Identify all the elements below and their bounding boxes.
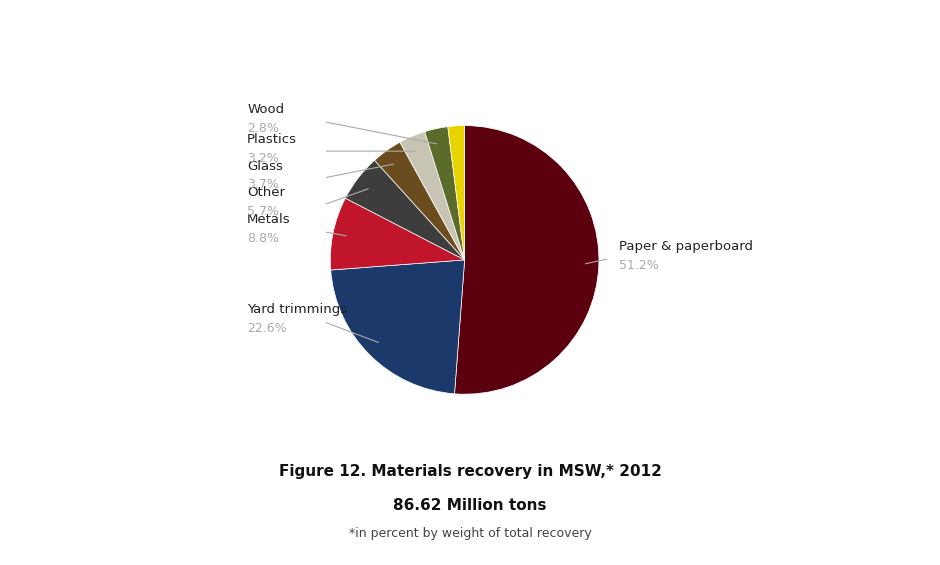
- Wedge shape: [400, 132, 464, 260]
- Text: Yard trimmings: Yard trimmings: [247, 303, 347, 316]
- Text: Metals: Metals: [247, 214, 290, 227]
- Wedge shape: [345, 160, 464, 260]
- Text: 86.62 Million tons: 86.62 Million tons: [393, 498, 547, 513]
- Text: 2.8%: 2.8%: [247, 122, 279, 135]
- Wedge shape: [331, 260, 464, 394]
- Text: 3.7%: 3.7%: [247, 179, 279, 192]
- Text: Wood: Wood: [247, 103, 284, 116]
- Text: Other: Other: [247, 186, 285, 199]
- Text: *in percent by weight of total recovery: *in percent by weight of total recovery: [349, 527, 591, 541]
- Text: 3.2%: 3.2%: [247, 151, 279, 164]
- Text: 5.7%: 5.7%: [247, 205, 279, 218]
- Wedge shape: [374, 142, 464, 260]
- Text: 22.6%: 22.6%: [247, 322, 287, 335]
- Wedge shape: [447, 125, 464, 260]
- Text: 51.2%: 51.2%: [619, 259, 659, 272]
- Wedge shape: [455, 125, 599, 394]
- Wedge shape: [425, 127, 464, 260]
- Wedge shape: [330, 198, 464, 270]
- Text: Figure 12. Materials recovery in MSW,* 2012: Figure 12. Materials recovery in MSW,* 2…: [278, 464, 662, 479]
- Text: Paper & paperboard: Paper & paperboard: [619, 240, 753, 253]
- Text: Plastics: Plastics: [247, 133, 297, 146]
- Text: 8.8%: 8.8%: [247, 232, 279, 245]
- Text: Glass: Glass: [247, 160, 283, 173]
